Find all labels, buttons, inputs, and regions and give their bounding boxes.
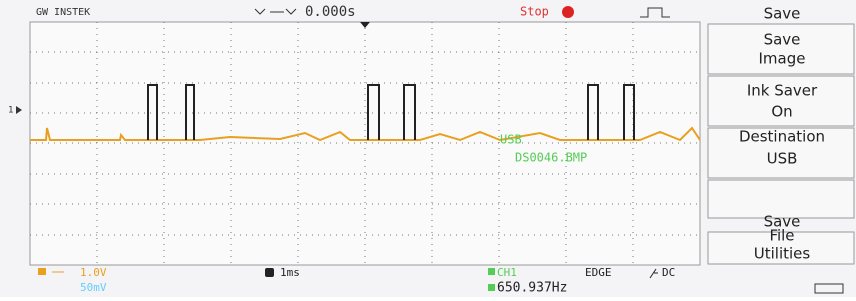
trigger-type: EDGE bbox=[585, 266, 612, 279]
stop-dot bbox=[562, 6, 574, 18]
time-offset: 0.000s bbox=[305, 4, 356, 20]
brand: GW INSTEK bbox=[36, 7, 90, 18]
run-status: Stop bbox=[520, 5, 549, 19]
trigger-source: CH1 bbox=[497, 266, 517, 279]
overlay-destination: USB bbox=[500, 133, 522, 147]
menu-label: Image bbox=[759, 50, 806, 68]
timebase-icon bbox=[265, 268, 274, 277]
overlay-file: DS0046.BMP bbox=[515, 151, 587, 165]
freq-icon bbox=[488, 284, 495, 291]
ch1-icon bbox=[38, 268, 46, 275]
coupling: DC bbox=[662, 266, 675, 279]
menu-label: Ink Saver bbox=[747, 82, 818, 100]
menu-label: Utilities bbox=[754, 245, 811, 263]
channel-marker: 1 bbox=[8, 106, 13, 116]
menu-title: Save bbox=[764, 5, 801, 23]
scope-screen: GW INSTEK 0.000s Stop 1 USB DS0046.BMP S… bbox=[0, 0, 856, 297]
menu-label: USB bbox=[767, 150, 798, 168]
menu-label: Destination bbox=[739, 128, 825, 146]
frequency: 650.937Hz bbox=[497, 281, 567, 296]
ch1-scale: 1.0V bbox=[80, 266, 107, 279]
menu-label: Save bbox=[764, 31, 801, 49]
menu-label: File bbox=[769, 227, 794, 245]
source-icon bbox=[488, 268, 495, 275]
menu-label: On bbox=[771, 103, 792, 121]
timebase: 1ms bbox=[280, 266, 300, 279]
ch2-scale: 50mV bbox=[80, 281, 107, 294]
